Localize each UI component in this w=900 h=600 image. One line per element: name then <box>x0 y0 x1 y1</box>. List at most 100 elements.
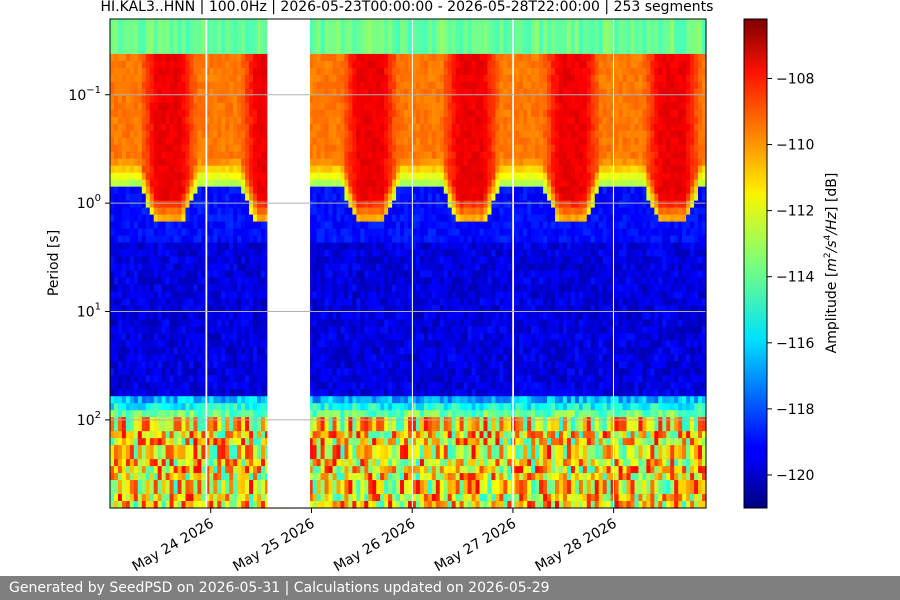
heatmap-cell <box>229 298 234 307</box>
heatmap-cell <box>352 193 357 202</box>
heatmap-cell <box>165 151 171 160</box>
heatmap-cell <box>213 361 218 369</box>
heatmap-cell <box>141 39 147 48</box>
heatmap-cell <box>308 221 314 230</box>
heatmap-cell <box>237 270 242 279</box>
heatmap-cell <box>257 312 262 320</box>
heatmap-cell <box>388 354 393 362</box>
heatmap-cell <box>233 382 238 390</box>
heatmap-cell <box>384 249 389 258</box>
heatmap-cell <box>336 151 342 160</box>
heatmap-cell <box>384 452 389 460</box>
heatmap-cell <box>376 494 381 502</box>
heatmap-cell <box>380 242 385 251</box>
heatmap-cell <box>209 270 214 279</box>
heatmap-cell <box>372 480 377 488</box>
heatmap-cell <box>336 396 342 404</box>
heatmap-cell <box>316 95 322 104</box>
heatmap-cell <box>352 256 357 265</box>
heatmap-cell <box>225 60 230 69</box>
heatmap-cell <box>129 221 135 230</box>
heatmap-cell <box>133 130 139 139</box>
heatmap-cell <box>121 494 127 502</box>
heatmap-cell <box>217 221 222 230</box>
heatmap-cell <box>372 144 377 153</box>
heatmap-cell <box>193 361 199 369</box>
heatmap-cell <box>328 480 334 488</box>
heatmap-cell <box>348 193 353 202</box>
heatmap-cell <box>324 102 330 111</box>
heatmap-cell <box>368 46 373 55</box>
heatmap-cell <box>165 466 171 474</box>
heatmap-cell <box>237 123 242 132</box>
heatmap-cell <box>121 60 127 69</box>
heatmap-cell <box>217 172 222 181</box>
heatmap-cell <box>149 389 155 397</box>
heatmap-cell <box>344 410 349 418</box>
heatmap-cell <box>233 151 238 160</box>
heatmap-cell <box>117 200 123 209</box>
heatmap-cell <box>328 340 334 348</box>
heatmap-cell <box>217 340 222 348</box>
heatmap-cell <box>233 277 238 286</box>
heatmap-cell <box>110 403 115 411</box>
heatmap-cell <box>356 396 361 404</box>
heatmap-cell <box>237 403 242 411</box>
heatmap-cell <box>133 445 139 453</box>
heatmap-cell <box>336 312 342 320</box>
heatmap-cell <box>205 501 210 509</box>
heatmap-cell <box>177 88 183 97</box>
heatmap-cell <box>328 431 334 439</box>
heatmap-cell <box>149 424 155 432</box>
heatmap-cell <box>372 487 377 495</box>
heatmap-cell <box>233 480 238 488</box>
heatmap-cell <box>332 74 338 83</box>
heatmap-cell <box>157 452 163 460</box>
heatmap-cell <box>237 340 242 348</box>
heatmap-cell <box>233 445 238 453</box>
heatmap-cell <box>133 95 139 104</box>
heatmap-cell <box>316 312 322 320</box>
heatmap-cell <box>352 459 357 467</box>
heatmap-cell <box>237 39 242 48</box>
heatmap-cell <box>380 179 385 188</box>
heatmap-cell <box>181 480 187 488</box>
heatmap-cell <box>312 459 318 467</box>
heatmap-cell <box>360 263 365 272</box>
heatmap-cell <box>121 32 127 41</box>
heatmap-cell <box>372 431 377 439</box>
heatmap-cell <box>249 200 254 209</box>
heatmap-cell <box>233 438 238 446</box>
heatmap-cell <box>308 235 314 244</box>
heatmap-cell <box>157 53 163 62</box>
heatmap-cell <box>249 144 254 153</box>
heatmap-cell <box>388 53 393 62</box>
heatmap-cell <box>213 256 218 265</box>
heatmap-cell <box>125 53 131 62</box>
heatmap-cell <box>149 25 155 34</box>
heatmap-cell <box>117 459 123 467</box>
heatmap-cell <box>201 361 206 369</box>
heatmap-cell <box>376 137 381 146</box>
heatmap-cell <box>193 263 199 272</box>
heatmap-cell <box>237 228 242 237</box>
heatmap-cell <box>352 109 357 118</box>
heatmap-cell <box>153 480 159 488</box>
heatmap-cell <box>177 116 183 125</box>
heatmap-cell <box>221 347 226 355</box>
heatmap-cell <box>209 354 214 362</box>
heatmap-cell <box>364 354 369 362</box>
heatmap-cell <box>137 151 143 160</box>
heatmap-cell <box>161 368 167 376</box>
heatmap-cell <box>360 186 365 195</box>
heatmap-cell <box>324 403 330 411</box>
heatmap-cell <box>257 95 262 104</box>
heatmap-cell <box>129 53 135 62</box>
heatmap-cell <box>388 221 393 230</box>
heatmap-cell <box>213 130 218 139</box>
heatmap-cell <box>260 116 266 125</box>
heatmap-cell <box>221 270 226 279</box>
heatmap-cell <box>360 200 365 209</box>
heatmap-cell <box>380 487 385 495</box>
heatmap-cell <box>308 88 314 97</box>
